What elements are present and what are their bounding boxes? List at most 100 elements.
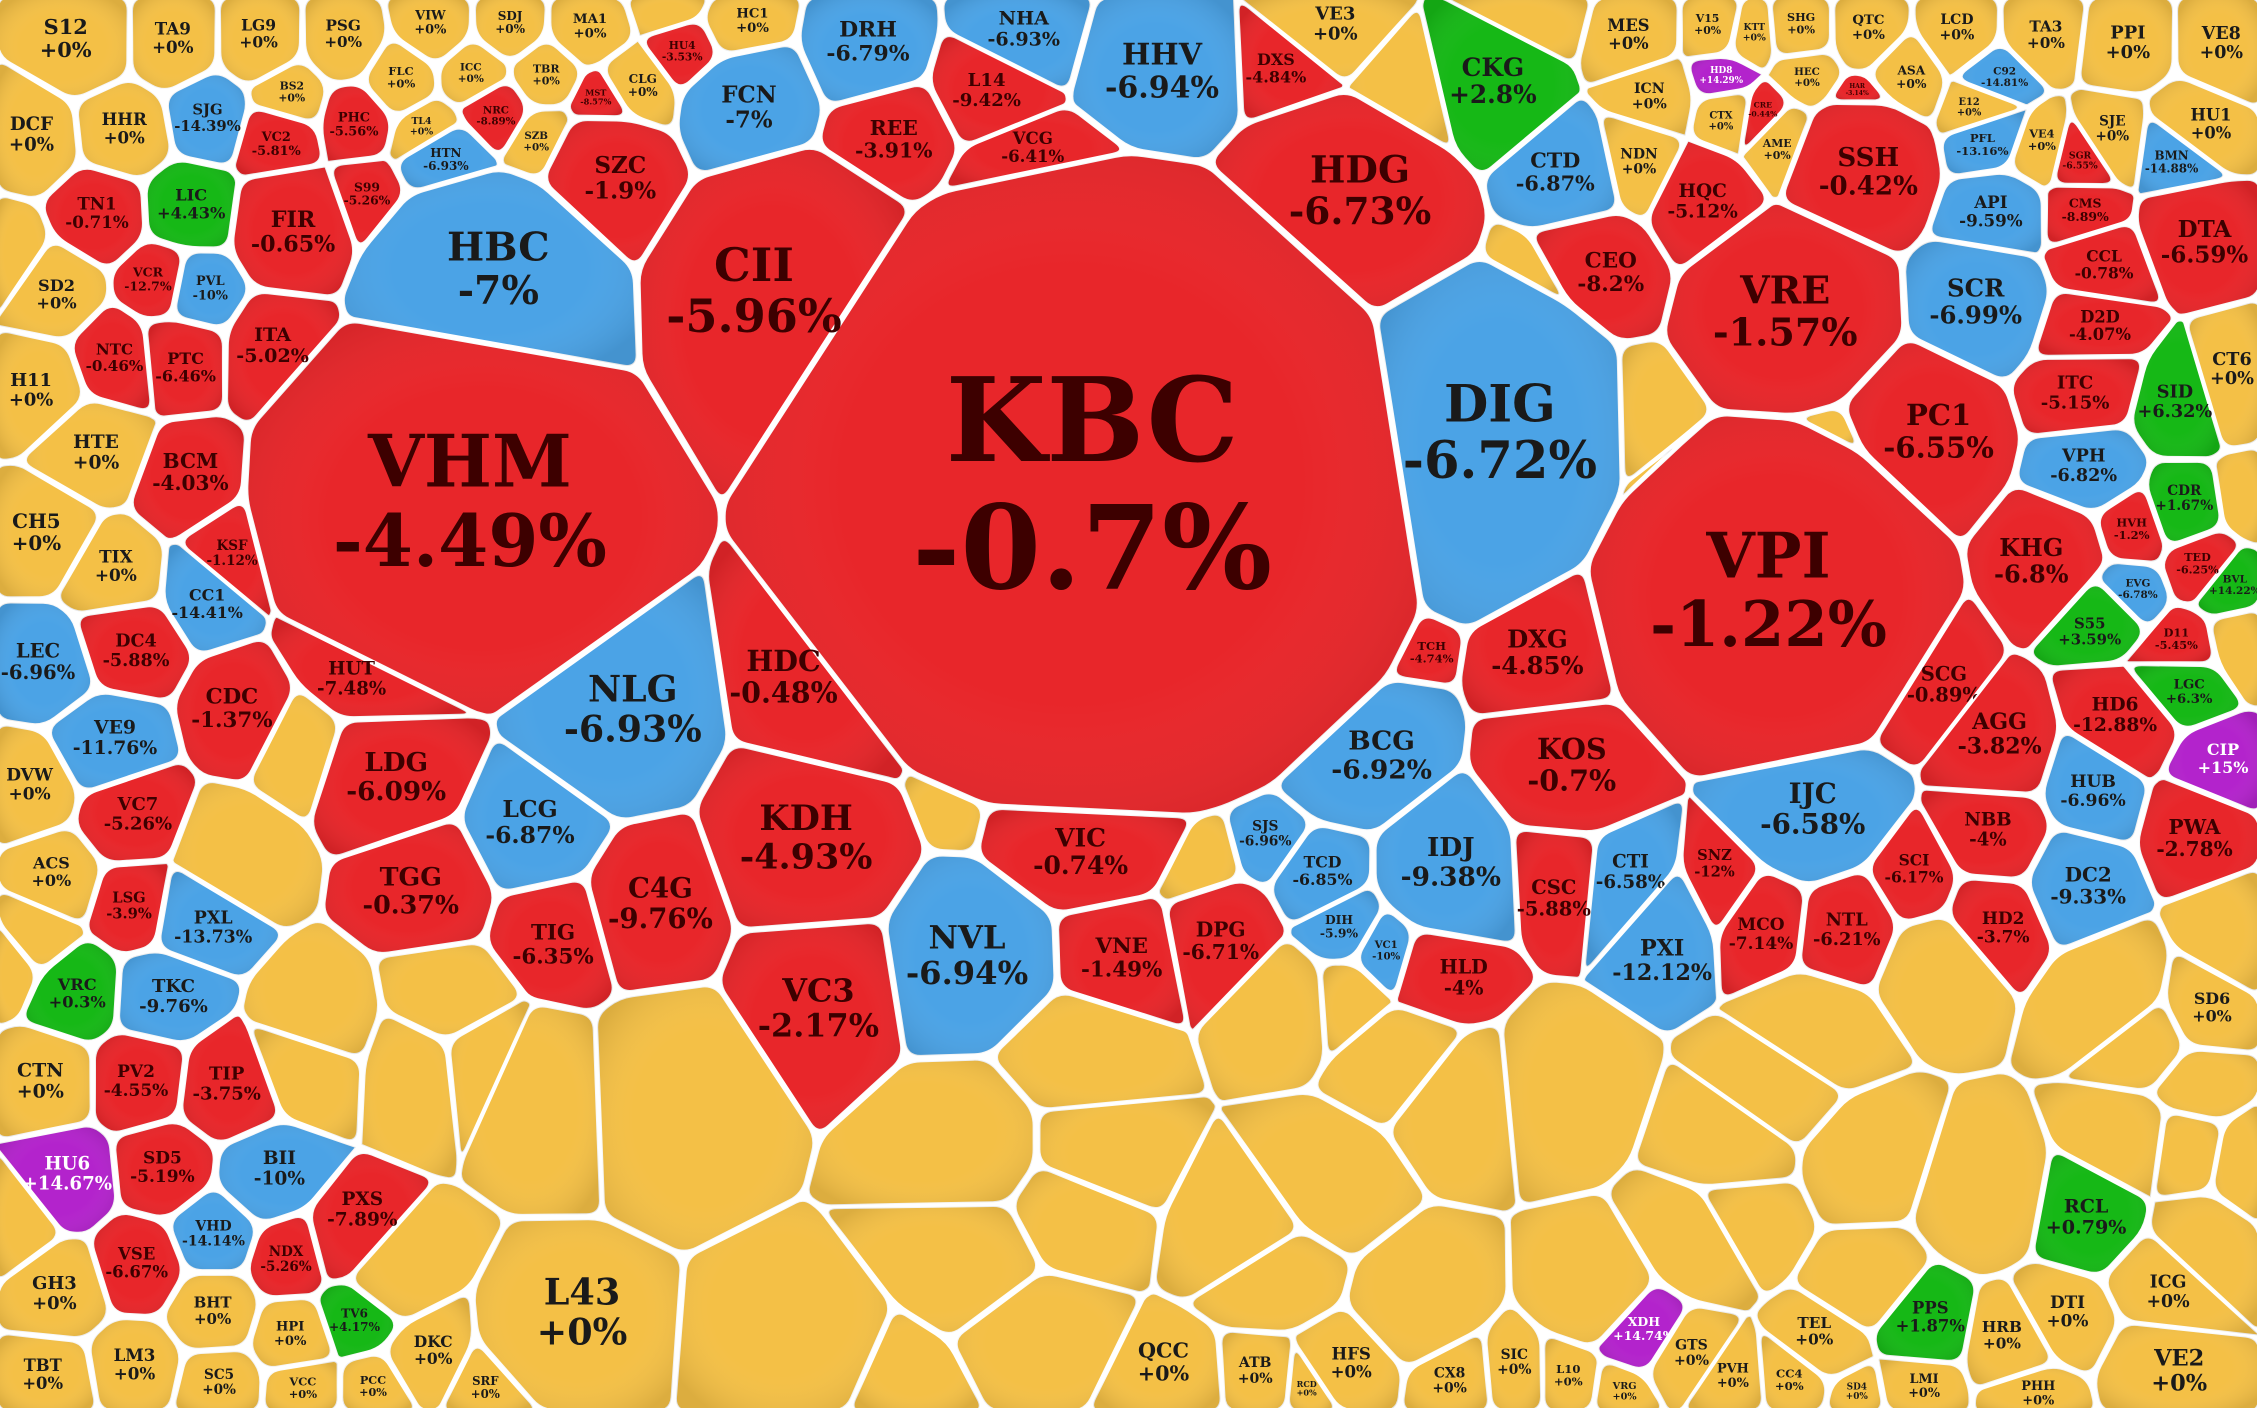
cell-agg[interactable]: AGG-3.82% xyxy=(1918,652,2059,794)
cell-sjs[interactable]: SJS-6.96% xyxy=(1227,792,1308,884)
cell-szc[interactable]: SZC-1.9% xyxy=(546,119,690,263)
cell-ct6[interactable]: CT6+0% xyxy=(2187,301,2257,448)
cell-cms[interactable]: CMS-8.89% xyxy=(2045,185,2136,244)
cell-icn[interactable]: ICN+0% xyxy=(1585,57,1693,137)
cell-hd2[interactable]: HD2-3.7% xyxy=(1950,878,2051,994)
cell-nlg[interactable]: NLG-6.93% xyxy=(494,574,728,820)
cell-vc1[interactable]: VC1-10% xyxy=(1359,912,1411,992)
cell-dkc[interactable]: DKC+0% xyxy=(388,1295,473,1408)
cell-d11[interactable]: D11-5.45% xyxy=(2125,605,2213,664)
cell-fir[interactable]: FIR-0.65% xyxy=(232,165,355,297)
cell-ntc[interactable]: NTC-0.46% xyxy=(72,305,152,411)
cell-ve9[interactable]: VE9-11.76% xyxy=(49,692,181,790)
cell-ksf[interactable]: KSF-1.12% xyxy=(183,503,273,617)
cell-lgc[interactable]: LGC+6.3% xyxy=(2132,664,2241,728)
cell-rcd[interactable]: RCD+0% xyxy=(1288,1351,1334,1408)
cell-s12[interactable]: S12+0% xyxy=(0,0,129,97)
cell-h11[interactable]: H11+0% xyxy=(0,331,82,461)
cell-cre[interactable]: CRE-0.44% xyxy=(1743,80,1786,147)
cell-dta[interactable]: DTA-6.59% xyxy=(2136,178,2257,316)
cell-clg[interactable]: CLG+0% xyxy=(605,39,677,127)
cell-tcd[interactable]: TCD-6.85% xyxy=(1272,826,1372,922)
cell-pc1[interactable]: PC1-6.55% xyxy=(1847,341,2020,538)
cell-hd6[interactable]: HD6-12.88% xyxy=(2050,664,2177,780)
cell-hvh[interactable]: HVH-1.2% xyxy=(2098,490,2164,563)
cell-phh[interactable]: PHH+0% xyxy=(1973,1366,2095,1408)
cell-tv6[interactable]: TV6+4.17% xyxy=(318,1283,396,1359)
cell-e12[interactable]: E12+0% xyxy=(1934,79,2019,135)
cell-lcg[interactable]: LCG-6.87% xyxy=(462,741,613,891)
cell-ssh[interactable]: SSH-0.42% xyxy=(1784,102,1942,253)
cell-dc2[interactable]: DC2-9.33% xyxy=(2029,830,2157,947)
cell-pvl[interactable]: PVL-10% xyxy=(175,251,248,327)
cell-tgg[interactable]: TGG-0.37% xyxy=(323,822,494,954)
cell-ame[interactable]: AME+0% xyxy=(1741,106,1809,199)
cell-s99[interactable]: S99-5.26% xyxy=(332,159,403,245)
cell-ldg[interactable]: LDG-6.09% xyxy=(312,716,493,857)
cell-pfl[interactable]: PFL-13.16% xyxy=(1941,108,2028,176)
cell-hpi[interactable]: HPI+0% xyxy=(251,1298,332,1368)
cell-tl4[interactable]: TL4+0% xyxy=(388,98,459,161)
cell-sc5[interactable]: SC5+0% xyxy=(174,1350,262,1408)
cell-d2d[interactable]: D2D-4.07% xyxy=(2036,291,2173,357)
cell-cti[interactable]: CTI-6.58% xyxy=(1584,801,1684,968)
cell-tig[interactable]: TIG-6.35% xyxy=(488,880,614,1010)
cell-lic[interactable]: LIC+4.43% xyxy=(145,160,238,249)
cell-cc1[interactable]: CC1-14.41% xyxy=(163,542,268,653)
cell-gh3[interactable]: GH3+0% xyxy=(0,1237,108,1338)
cell-ijc[interactable]: IJC-6.58% xyxy=(1691,748,1917,884)
cell-ndn[interactable]: NDN+0% xyxy=(1602,115,1682,217)
cell-sgr[interactable]: SGR-6.55% xyxy=(2055,120,2113,186)
cell-api[interactable]: API-9.59% xyxy=(1930,172,2043,255)
cell-icg[interactable]: ICG+0% xyxy=(2106,1236,2257,1337)
cell-rcl[interactable]: RCL+0.79% xyxy=(2033,1153,2148,1274)
cell-vrc[interactable]: VRC+0.3% xyxy=(24,941,118,1042)
cell-vcg[interactable]: VCG-6.41% xyxy=(946,108,1122,188)
cell-pvh[interactable]: PVH+0% xyxy=(1686,1314,1763,1408)
cell-hec[interactable]: HEC+0% xyxy=(1767,53,1842,108)
cell-hdg[interactable]: HDG-6.73% xyxy=(1213,93,1487,309)
cell-ndx[interactable]: NDX-5.26% xyxy=(248,1215,324,1298)
cell-hu4[interactable]: HU4-3.53% xyxy=(644,22,715,87)
cell-vne[interactable]: VNE-1.49% xyxy=(1057,897,1186,1026)
cell-hu6[interactable]: HU6+14.67% xyxy=(0,1125,116,1234)
cell-cx8[interactable]: CX8+0% xyxy=(1402,1335,1489,1408)
cell-tn1[interactable]: TN1-0.71% xyxy=(43,167,144,266)
cell-lmi[interactable]: LMI+0% xyxy=(1877,1357,1971,1408)
cell-s55[interactable]: S55+3.59% xyxy=(2032,584,2142,668)
cell-vic[interactable]: VIC-0.74% xyxy=(979,808,1189,912)
cell-ted[interactable]: TED-6.25% xyxy=(2163,531,2238,604)
cell-tbr[interactable]: TBR+0% xyxy=(511,42,580,107)
cell-pxi[interactable]: PXI-12.12% xyxy=(1583,874,1718,1033)
cell-sje[interactable]: SJE+0% xyxy=(2069,88,2146,189)
cell-vse[interactable]: VSE-6.67% xyxy=(92,1213,182,1316)
cell-ve8[interactable]: VE8+0% xyxy=(2176,0,2257,105)
cell-hte[interactable]: HTE+0% xyxy=(24,401,158,510)
cell-vhm[interactable]: VHM-4.49% xyxy=(246,321,720,716)
cell-snz[interactable]: SNZ-12% xyxy=(1681,795,1758,927)
cell-cdr[interactable]: CDR+1.67% xyxy=(2147,460,2221,543)
cell-tbt[interactable]: TBT+0% xyxy=(0,1333,96,1408)
cell-icc[interactable]: ICC+0% xyxy=(439,42,509,105)
cell-sic[interactable]: SIC+0% xyxy=(1485,1307,1543,1408)
cell-ch5[interactable]: CH5+0% xyxy=(0,463,98,599)
cell-tel[interactable]: TEL+0% xyxy=(1755,1287,1875,1376)
cell-hfs[interactable]: HFS+0% xyxy=(1294,1309,1402,1408)
cell-hdc[interactable]: HDC-0.48% xyxy=(707,539,905,781)
cell-hhr[interactable]: HHR+0% xyxy=(77,80,171,177)
cell-ppi[interactable]: PPI+0% xyxy=(2079,0,2175,94)
cell-ceo[interactable]: CEO-8.2% xyxy=(1534,213,1673,341)
cell-scr[interactable]: SCR-6.99% xyxy=(1904,239,2049,379)
cell-szb[interactable]: SZB+0% xyxy=(501,109,570,176)
cell-vc7[interactable]: VC7-5.26% xyxy=(76,763,197,863)
cell-ita[interactable]: ITA-5.02% xyxy=(226,292,342,422)
cell-dxg[interactable]: DXG-4.85% xyxy=(1460,572,1613,716)
cell-qcc[interactable]: QCC+0% xyxy=(1092,1292,1222,1408)
cell-khg[interactable]: KHG-6.8% xyxy=(1965,487,2105,651)
cell-sjg[interactable]: SJG-14.39% xyxy=(166,73,247,165)
cell-sid[interactable]: SID+6.32% xyxy=(2132,319,2222,459)
cell-fcn[interactable]: FCN-7% xyxy=(677,45,822,173)
cell-vc2[interactable]: VC2-5.81% xyxy=(234,109,322,177)
cell-evg[interactable]: EVG-6.78% xyxy=(2100,562,2169,624)
cell-itc[interactable]: ITC-5.15% xyxy=(2011,357,2141,435)
